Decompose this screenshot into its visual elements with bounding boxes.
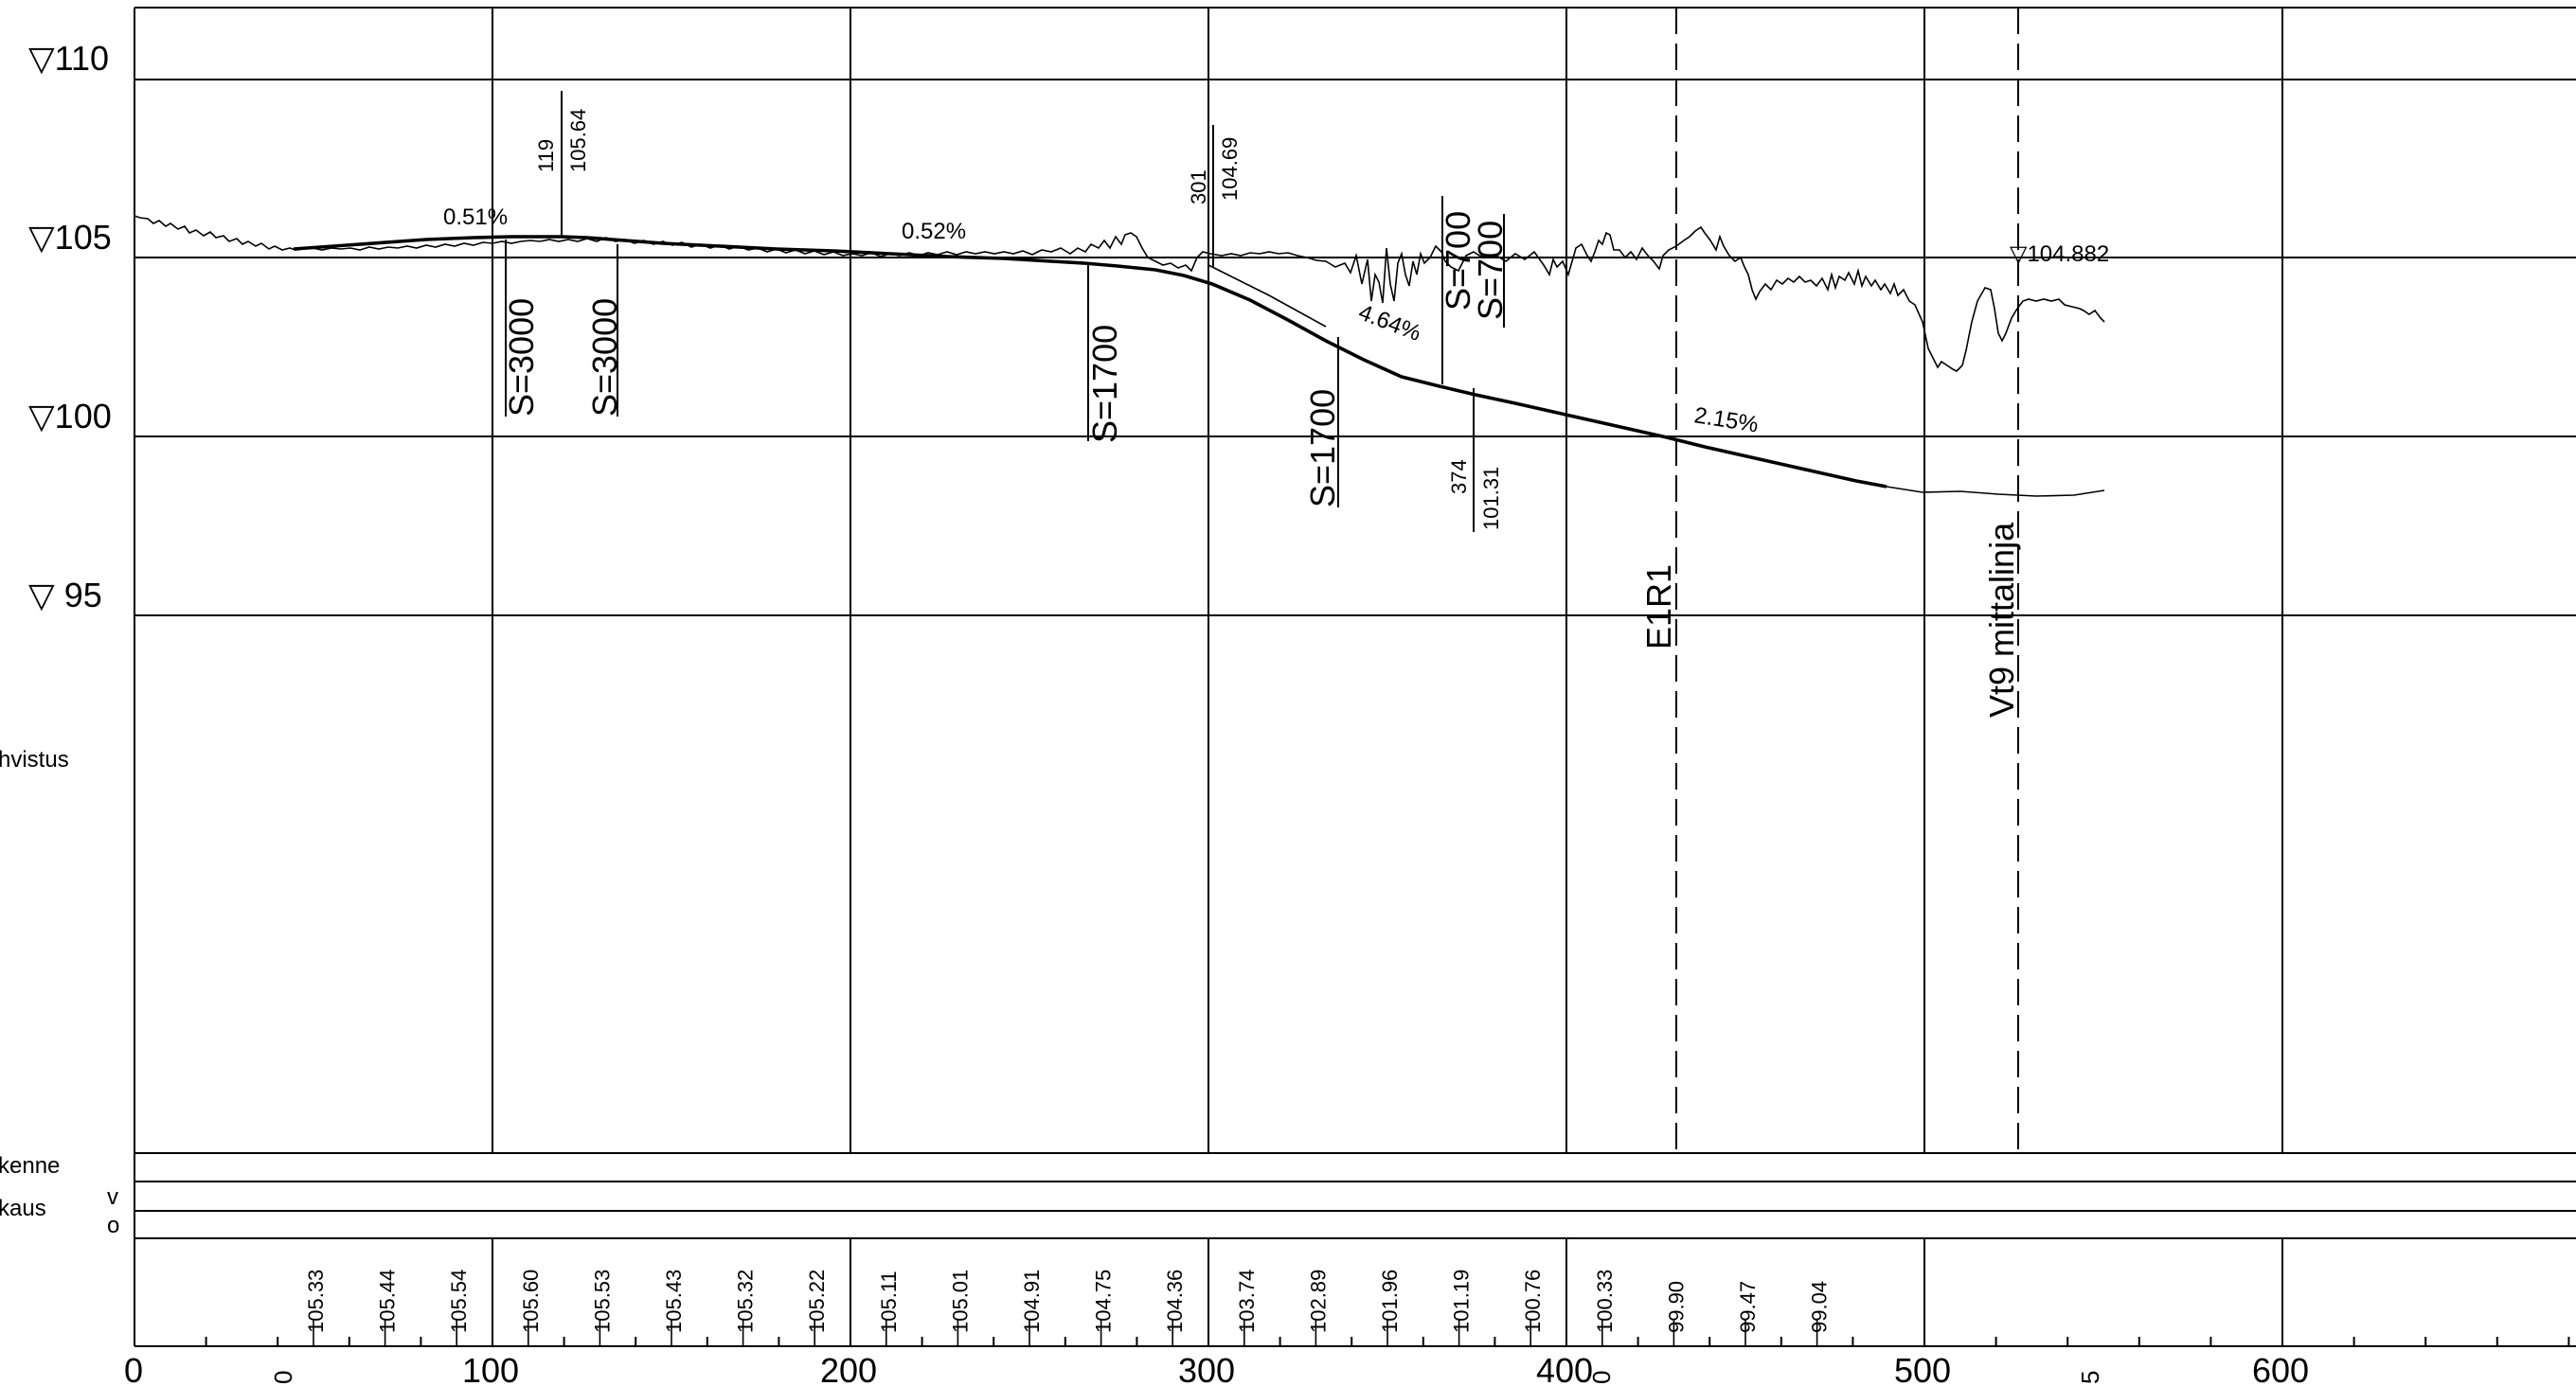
curve-radius-label: S=1700 [1303, 389, 1342, 507]
curve-radius-label: S=700 [1471, 221, 1510, 320]
station-label-0: 0 [124, 1351, 143, 1386]
row-letter-o: o [107, 1213, 119, 1238]
grade-elevation-value: 105.11 [877, 1270, 901, 1333]
station-cut-fragments: 0 0 5 [269, 1371, 2104, 1384]
existing-ground-line [134, 215, 2105, 372]
crossing-label-e1r1: E1R1 [1639, 564, 1678, 649]
tangent-line [1208, 264, 1327, 328]
crossing-label-vt9: Vt9 mittalinja [1982, 522, 2021, 718]
pvi-labels: 119 105.64 301 104.69 374 101.31 [534, 109, 1503, 530]
pvi-station-label: 119 [534, 139, 558, 172]
grade-elevation-value: 105.54 [447, 1270, 471, 1333]
grade-elevation-value: 99.47 [1736, 1281, 1760, 1333]
row-labels: hvistus kenne kaus v o [0, 747, 119, 1238]
grade-elevation-value: 99.04 [1808, 1281, 1832, 1333]
elevation-label-110: ▽110 [28, 39, 109, 78]
grade-elevation-value: 104.91 [1020, 1270, 1044, 1333]
curve-radius-label: S=1700 [1085, 325, 1124, 443]
station-label-500: 500 [1894, 1351, 1951, 1386]
grade-elevation-value: 100.76 [1521, 1270, 1545, 1333]
grade-elevation-row: 105.33 105.44 105.54 105.60 105.53 105.43 105.… [304, 1270, 1832, 1346]
grade-label: 4.64% [1355, 299, 1424, 346]
pvi-elevation-label: 105.64 [566, 109, 590, 172]
row-label-kenne: kenne [0, 1153, 60, 1179]
elevation-label-95: ▽ 95 [28, 576, 102, 614]
grade-label: 0.51% [443, 204, 508, 230]
grade-elevation-value: 102.89 [1306, 1270, 1330, 1333]
station-axis: 0 100 200 300 400 500 600 [124, 1351, 2309, 1386]
station-fragment: 0 [269, 1371, 297, 1384]
station-label-200: 200 [820, 1351, 877, 1386]
vertical-curve-markers [505, 91, 1505, 532]
design-grade-thin-continuation [1886, 486, 2105, 497]
grade-elevation-value: 105.22 [805, 1270, 829, 1333]
station-fragment: 0 [1587, 1371, 1616, 1384]
grade-elevation-value: 104.36 [1163, 1270, 1187, 1333]
grade-label: 0.52% [902, 219, 966, 244]
pvi-station-label: 301 [1187, 169, 1210, 204]
design-grade-line [293, 235, 1887, 489]
curve-radius-label: S=3000 [502, 298, 541, 417]
grade-elevation-value: 105.01 [948, 1270, 972, 1333]
pvi-elevation-label: 104.69 [1218, 137, 1242, 201]
station-label-400: 400 [1536, 1351, 1593, 1386]
row-label-hvistus: hvistus [0, 747, 69, 773]
elevation-label-105: ▽105 [28, 218, 112, 257]
station-label-300: 300 [1178, 1351, 1235, 1386]
station-ticks [134, 1333, 2570, 1346]
curve-radius-label: S=700 [1439, 211, 1477, 311]
grade-elevation-value: 103.74 [1235, 1270, 1259, 1333]
crossing-markers [1675, 8, 2019, 1153]
curve-radius-labels: S=3000 S=3000 S=1700 S=1700 S=700 S=700 [502, 211, 1510, 507]
grade-elevation-value: 101.19 [1450, 1270, 1474, 1333]
grade-elevation-value: 105.33 [304, 1270, 328, 1333]
row-letter-v: v [107, 1184, 118, 1210]
grade-elevation-value: 104.75 [1092, 1270, 1116, 1333]
curve-radius-label: S=3000 [585, 298, 624, 417]
elevation-axis: ▽110 ▽105 ▽100 ▽ 95 [28, 39, 112, 614]
grade-elevation-value: 105.44 [376, 1270, 400, 1333]
station-label-600: 600 [2252, 1351, 2309, 1386]
grade-elevation-value: 105.53 [590, 1270, 614, 1333]
crossing-elevation-tag: ▽104.882 [2010, 241, 2109, 267]
grade-elevation-value: 105.32 [734, 1270, 758, 1333]
crossing-labels: E1R1 Vt9 mittalinja ▽104.882 [1639, 241, 2109, 718]
grade-elevation-value: 99.90 [1664, 1281, 1688, 1333]
grade-label: 2.15% [1692, 402, 1760, 437]
profile-grid [134, 7, 2576, 1347]
station-label-100: 100 [462, 1351, 519, 1386]
grade-elevation-value: 105.43 [662, 1270, 686, 1333]
row-label-kaus: kaus [0, 1196, 46, 1221]
elevation-label-100: ▽100 [28, 397, 112, 435]
grade-elevation-value: 100.33 [1593, 1270, 1617, 1333]
grade-elevation-value: 105.60 [519, 1270, 543, 1333]
pvi-station-label: 374 [1447, 459, 1471, 494]
pvi-elevation-label: 101.31 [1479, 467, 1503, 530]
station-fragment: 5 [2076, 1371, 2104, 1384]
grade-elevation-value: 101.96 [1378, 1270, 1402, 1333]
